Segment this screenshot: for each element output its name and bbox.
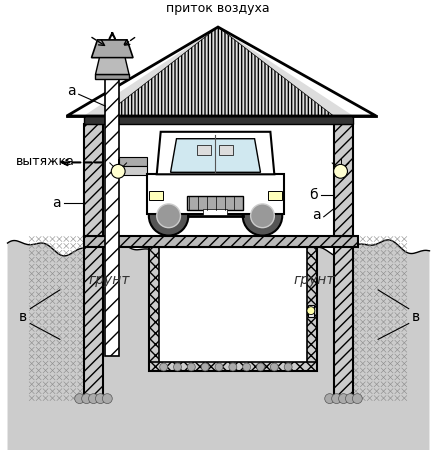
Circle shape [229,363,237,371]
Bar [307,248,317,371]
Bar [119,166,147,175]
Circle shape [82,394,91,404]
Bar [149,362,317,371]
Circle shape [160,363,168,371]
Bar [83,235,104,400]
Bar [149,248,317,371]
Circle shape [157,204,180,228]
Bar [105,79,119,356]
Circle shape [325,394,335,404]
Bar [159,248,307,363]
Bar [268,191,282,200]
Circle shape [243,363,250,371]
Polygon shape [91,40,133,58]
Polygon shape [95,58,129,75]
Circle shape [89,394,98,404]
Bar [219,144,233,154]
Circle shape [102,394,112,404]
Text: в: в [18,310,26,324]
Circle shape [257,363,264,371]
Polygon shape [7,238,430,450]
Bar [83,235,358,248]
Circle shape [201,363,209,371]
Circle shape [307,307,315,315]
Bar [333,235,354,400]
Polygon shape [170,139,260,172]
Text: грунт: грунт [293,273,335,287]
Bar [83,116,354,124]
Bar [308,305,314,317]
Circle shape [111,164,125,178]
Bar [187,196,243,210]
Text: в: в [412,310,420,324]
Circle shape [149,196,188,235]
Text: а: а [52,196,61,210]
Text: б: б [309,188,318,202]
Bar [149,191,163,200]
Circle shape [75,394,85,404]
Circle shape [339,394,348,404]
Circle shape [250,204,274,228]
Circle shape [243,196,282,235]
Circle shape [95,394,105,404]
Text: вытяжка: вытяжка [15,155,74,168]
Bar [197,144,211,154]
Text: а: а [67,84,76,98]
Circle shape [346,394,355,404]
Polygon shape [83,27,354,116]
Text: грунт: грунт [89,273,130,287]
Circle shape [271,363,278,371]
Circle shape [187,363,195,371]
Bar [333,124,354,235]
Bar [83,124,104,235]
Polygon shape [147,174,284,214]
Circle shape [215,363,223,371]
Bar [149,248,159,371]
Text: а: а [312,208,321,222]
Bar [119,158,147,166]
Circle shape [352,394,362,404]
Circle shape [173,363,181,371]
Circle shape [284,363,292,371]
Bar [203,209,227,215]
Circle shape [332,394,342,404]
Circle shape [333,164,347,178]
Polygon shape [157,132,274,174]
Bar [95,75,129,79]
Text: приток воздуха: приток воздуха [166,2,270,15]
